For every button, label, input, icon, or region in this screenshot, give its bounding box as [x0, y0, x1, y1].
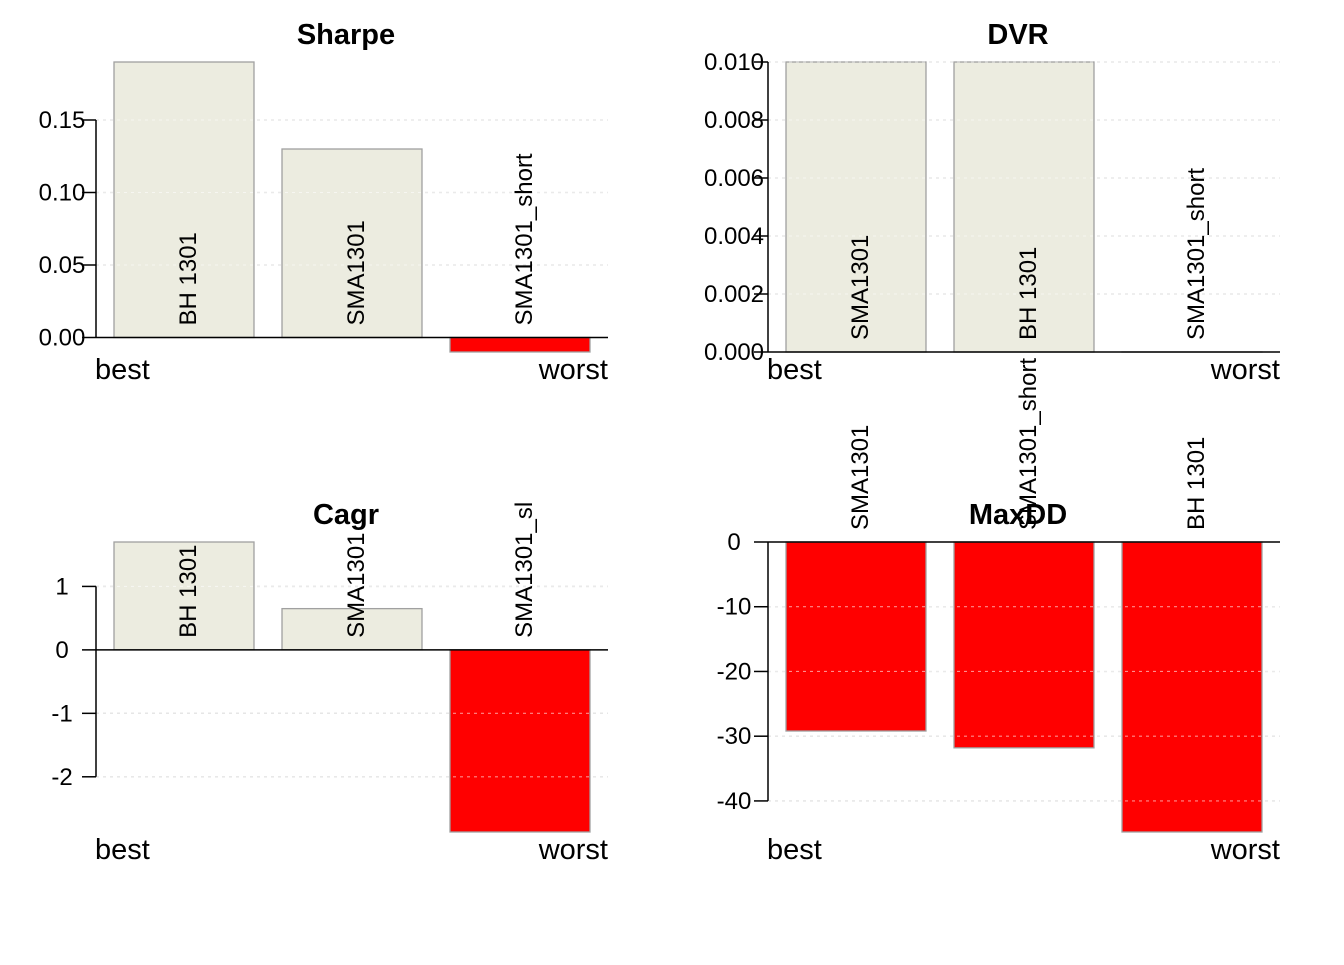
- bar-label: SMA1301: [847, 425, 874, 530]
- bar-label: BH 1301: [1015, 247, 1042, 340]
- y-tick-label: 0.006: [704, 165, 764, 192]
- bar-label: BH 1301: [175, 544, 202, 637]
- bar: [1122, 542, 1262, 832]
- best-label: best: [95, 834, 150, 866]
- bar-label: BH 1301: [175, 232, 202, 325]
- y-tick-label: -30: [717, 723, 752, 750]
- chart-title: Sharpe: [297, 19, 395, 51]
- y-tick-label: 0.004: [704, 223, 764, 250]
- best-label: best: [95, 354, 150, 386]
- y-tick-label: 0: [727, 529, 740, 556]
- bar-label: BH 1301: [1183, 437, 1210, 530]
- y-tick-label: -2: [51, 764, 72, 791]
- bar-label: SMA1301_short: [1183, 168, 1210, 340]
- bar: [954, 542, 1094, 748]
- y-tick-label: 0.00: [39, 325, 86, 352]
- y-tick-label: 0.010: [704, 49, 764, 76]
- bar-label: SMA1301_short: [511, 153, 538, 325]
- y-tick-label: 0.002: [704, 281, 764, 308]
- y-tick-label: 0.15: [39, 107, 86, 134]
- bar: [786, 542, 926, 731]
- bar-label: SMA1301_sl: [511, 502, 538, 638]
- bar-label: SMA1301: [343, 532, 370, 637]
- y-tick-label: -40: [717, 788, 752, 815]
- y-tick-label: 0.05: [39, 252, 86, 279]
- y-tick-label: 0: [55, 637, 68, 664]
- bar-label: SMA1301: [343, 220, 370, 325]
- y-tick-label: -1: [51, 700, 72, 727]
- best-label: best: [767, 354, 822, 386]
- y-tick-label: -10: [717, 594, 752, 621]
- best-label: best: [767, 834, 822, 866]
- y-tick-label: 0.10: [39, 180, 86, 207]
- worst-label: worst: [538, 354, 608, 386]
- bar: [450, 338, 590, 353]
- y-tick-label: 0.008: [704, 107, 764, 134]
- worst-label: worst: [538, 834, 608, 866]
- y-tick-label: 1: [55, 573, 68, 600]
- chart-title: DVR: [987, 19, 1048, 51]
- bar-label: SMA1301_short: [1015, 358, 1042, 530]
- chart-title: Cagr: [313, 499, 379, 531]
- worst-label: worst: [1210, 354, 1280, 386]
- bar: [450, 650, 590, 832]
- y-tick-label: -20: [717, 658, 752, 685]
- y-tick-label: 0.000: [704, 339, 764, 366]
- worst-label: worst: [1210, 834, 1280, 866]
- bar-label: SMA1301: [847, 235, 874, 340]
